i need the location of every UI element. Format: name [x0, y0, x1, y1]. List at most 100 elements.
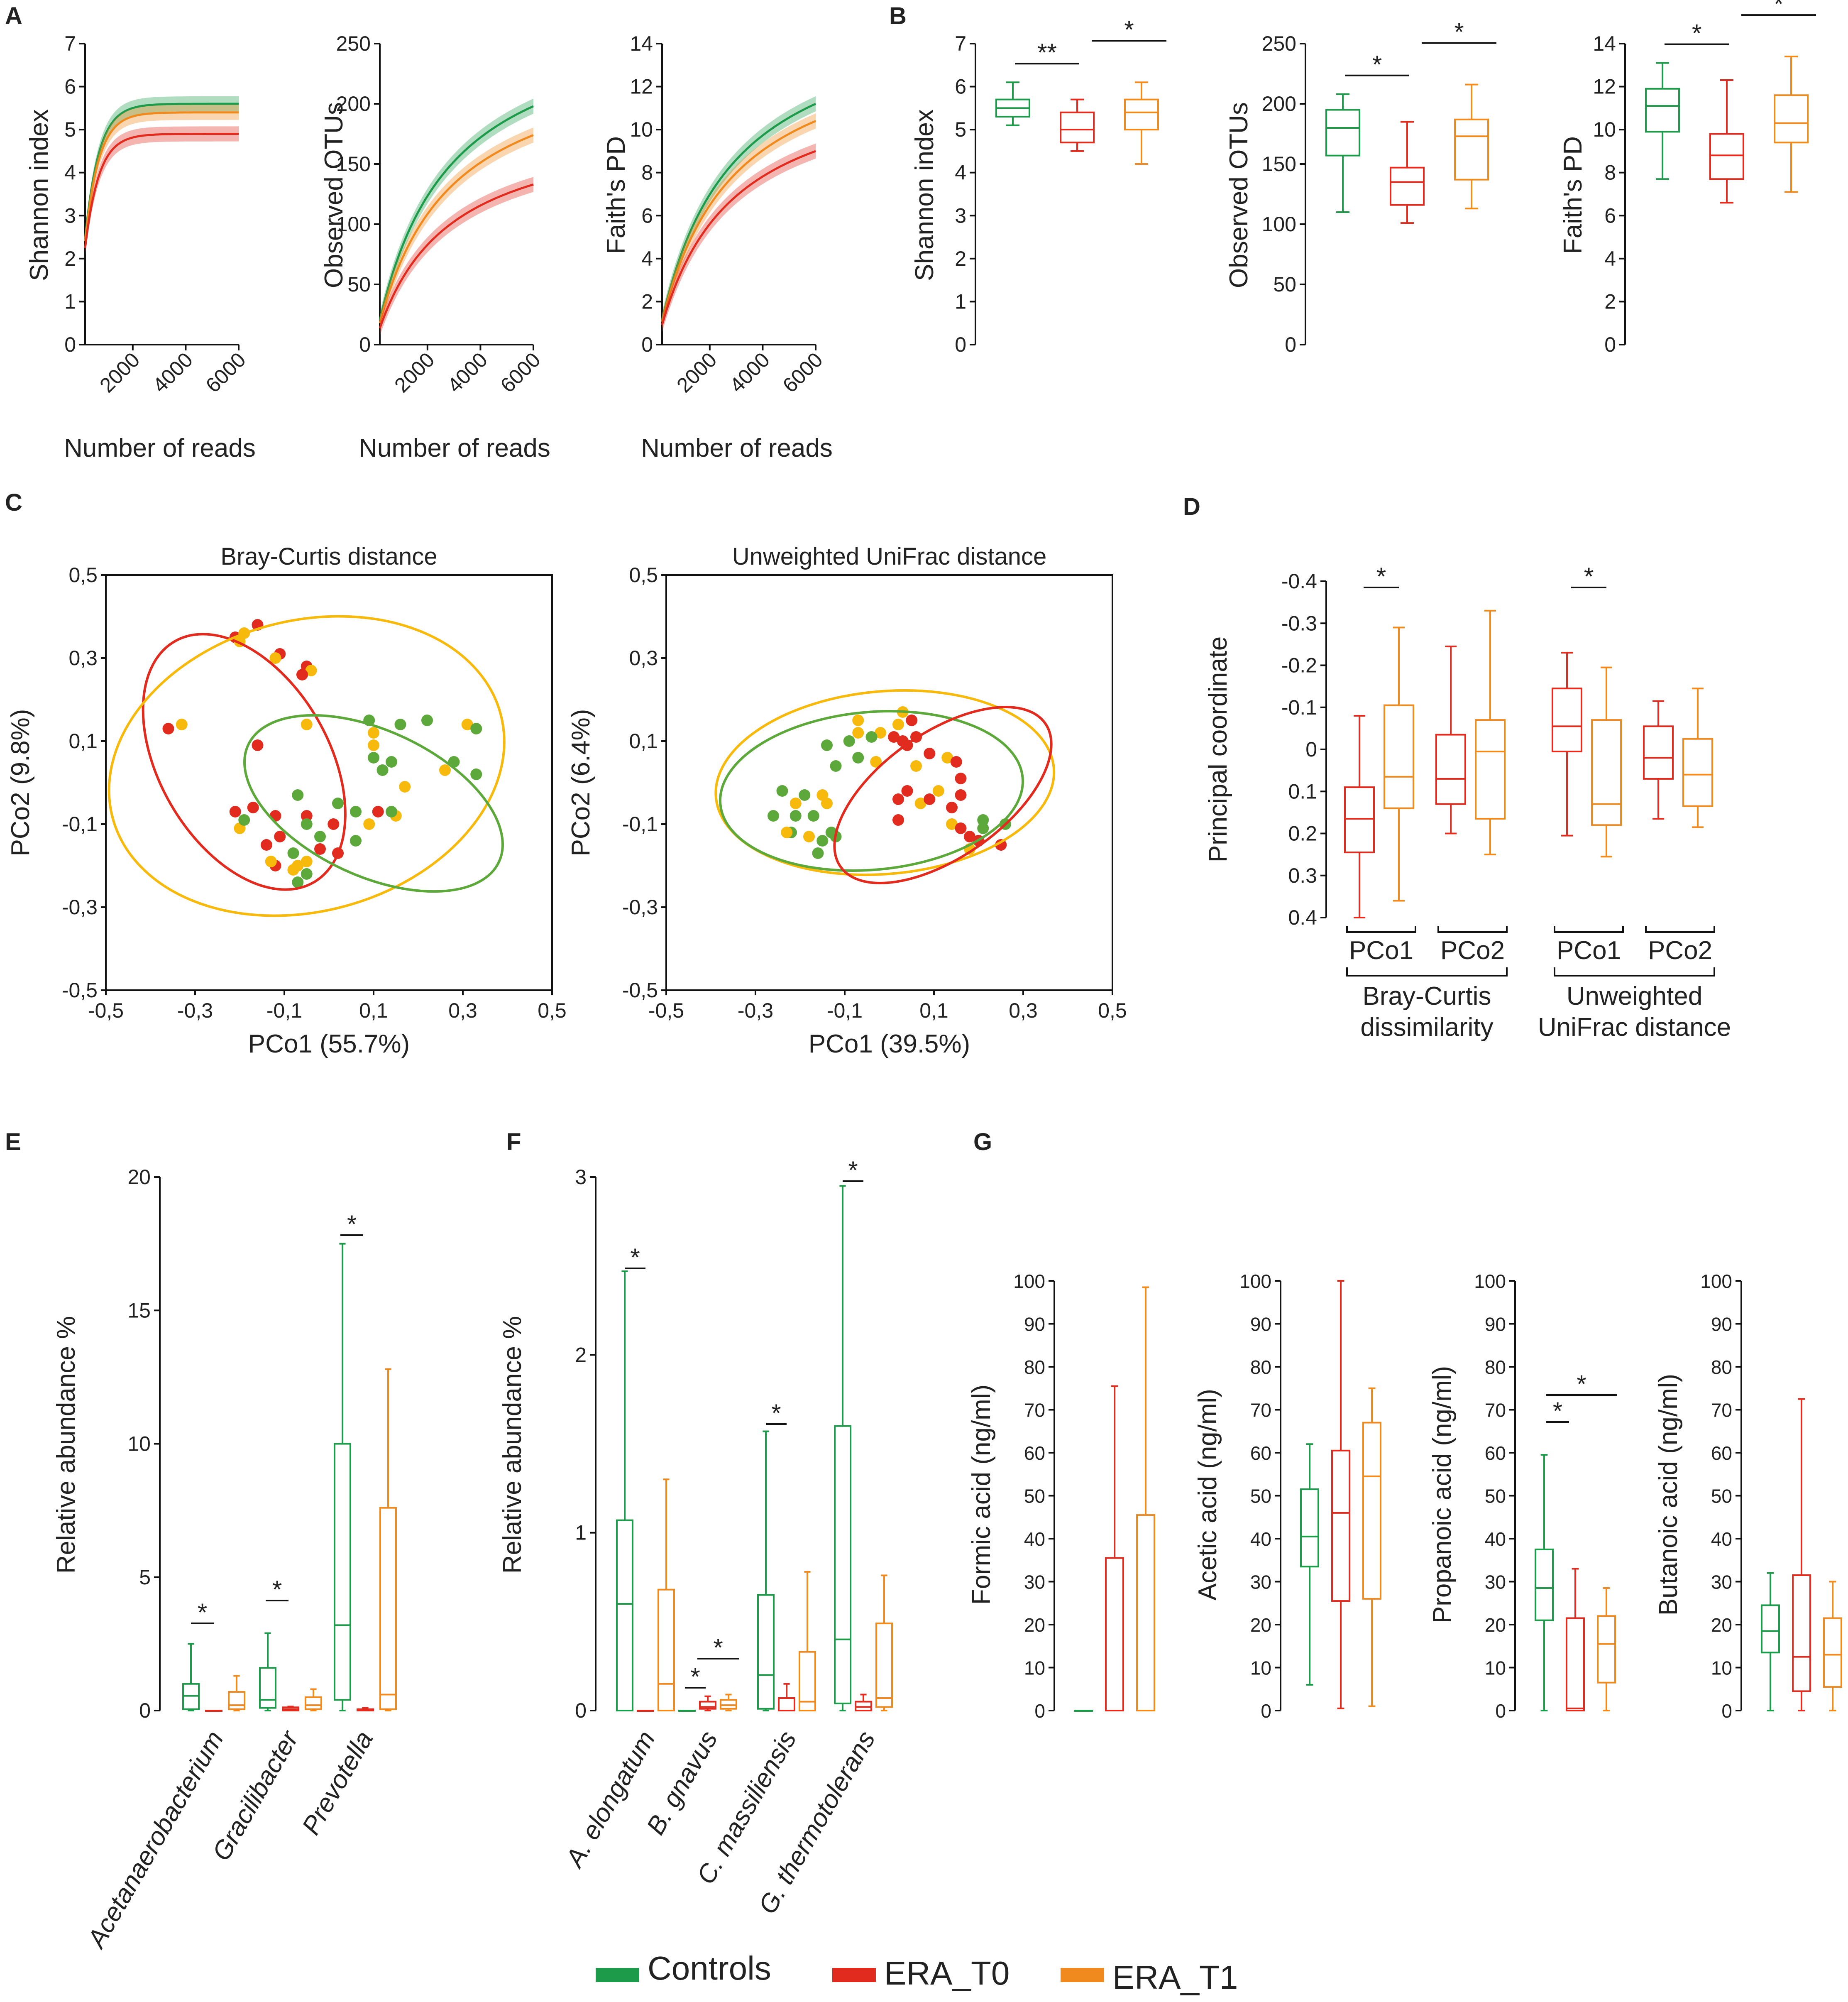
- x-tick-label: 2000: [672, 348, 721, 397]
- y-tick-label: 6: [955, 75, 966, 98]
- y-tick-label: 30: [1711, 1571, 1732, 1593]
- x-axis-title: Number of reads: [641, 434, 833, 463]
- point-era_t0: [924, 793, 936, 805]
- y-tick-label: 7: [64, 32, 76, 55]
- y-tick-label: 70: [1250, 1400, 1271, 1421]
- y-axis-title: PCo2 (9.8%): [6, 709, 35, 857]
- box-iqr: [1060, 111, 1095, 144]
- y-tick-label: 0: [641, 333, 653, 356]
- box-controls: [1535, 1454, 1554, 1711]
- box-controls: [757, 1430, 775, 1711]
- box-iqr: [1591, 719, 1622, 826]
- y-tick-label: 70: [1485, 1400, 1506, 1421]
- point-era_t0: [995, 839, 1007, 851]
- sig-star-t0-vs-t1: *: [1454, 18, 1464, 46]
- panel-label-e: E: [5, 1128, 21, 1155]
- point-era_t0: [274, 831, 286, 842]
- point-era_t0: [892, 793, 904, 805]
- point-era_t0: [261, 839, 272, 851]
- y-tick-label: 0: [1261, 1700, 1271, 1722]
- y-axis-title: Shannon index: [910, 109, 939, 281]
- y-tick-label: 50: [1711, 1486, 1732, 1507]
- point-era_t1: [363, 818, 375, 830]
- point-era_t1: [301, 856, 313, 867]
- box-iqr: [1475, 719, 1506, 820]
- point-era_t0: [950, 756, 962, 768]
- category-label: UniFrac distance: [1538, 1013, 1731, 1042]
- box-era_t1: [1597, 1587, 1616, 1711]
- box-controls: [1645, 62, 1680, 180]
- y-tick-label: 6: [1604, 204, 1616, 227]
- point-controls: [768, 810, 779, 822]
- sig-star-c-massiliensis: *: [771, 1399, 781, 1427]
- y-tick-label: 20: [1024, 1614, 1045, 1636]
- box-era_t1: [379, 1368, 397, 1711]
- y-tick-label: 40: [1250, 1528, 1271, 1550]
- box-iqr: [1643, 725, 1674, 780]
- point-controls: [799, 789, 811, 801]
- y-tick-label: 200: [336, 92, 371, 115]
- box-controls: [1761, 1572, 1780, 1711]
- y-tick-label: 1: [955, 290, 966, 313]
- point-controls: [421, 715, 433, 726]
- point-era_t1: [781, 827, 793, 838]
- y-tick-label: 70: [1024, 1400, 1045, 1421]
- point-controls: [292, 789, 304, 801]
- box-era_t1: [875, 1574, 893, 1711]
- x-tick-label: 0,1: [919, 999, 948, 1022]
- point-era_t0: [955, 773, 967, 784]
- box-iqr: [1566, 1617, 1585, 1712]
- box-iqr: [259, 1667, 276, 1709]
- y-tick-label: 30: [1024, 1571, 1045, 1593]
- y-tick-label: 0.1: [1288, 780, 1317, 803]
- x-axis-title: PCo1 (55.7%): [248, 1030, 410, 1058]
- ellipse-controls: [243, 714, 504, 893]
- y-tick-label: 90: [1024, 1314, 1045, 1335]
- group-bracket: [1645, 926, 1715, 933]
- box-iqr: [1761, 1604, 1780, 1654]
- x-tick-label: 6000: [496, 348, 545, 397]
- y-tick-label: 4: [641, 247, 653, 270]
- legend-label-era-t1: ERA_T1: [1112, 1959, 1238, 1996]
- x-tick-label: 2000: [390, 348, 439, 397]
- box-era_t1: [1774, 56, 1809, 193]
- y-tick-label: 40: [1485, 1528, 1506, 1550]
- point-controls: [301, 868, 313, 880]
- point-era_t0: [247, 802, 259, 813]
- point-controls: [386, 806, 397, 817]
- y-tick-label: 5: [64, 118, 76, 141]
- box-iqr: [834, 1425, 851, 1704]
- y-tick-label: -0,3: [622, 896, 658, 919]
- point-era_t1: [892, 719, 904, 730]
- y-axis-title: PCo2 (6.4%): [567, 709, 595, 857]
- box-iqr: [1124, 98, 1159, 131]
- y-tick-label: 70: [1711, 1400, 1732, 1421]
- point-controls: [376, 764, 389, 776]
- curve-band-era_t1: [85, 105, 239, 249]
- sig-star-a-elongatum: *: [630, 1243, 640, 1271]
- y-tick-label: 0.3: [1288, 864, 1317, 887]
- box-iqr: [1535, 1548, 1554, 1621]
- pc-box-d: 0.4 0.3 0.2 0.1 0 -0.1 -0.2 -0.3 -0.4 Principal c…: [1204, 563, 1731, 1042]
- panel-label-f: F: [506, 1128, 521, 1155]
- point-controls: [821, 739, 833, 751]
- box-era_t0: [778, 1683, 795, 1711]
- y-tick-label: 15: [127, 1299, 151, 1322]
- category-label: Acetanaerobacterium: [81, 1726, 229, 1954]
- legend-label-era-t0: ERA_T0: [884, 1955, 1010, 1992]
- box-iqr: [1774, 94, 1809, 144]
- point-controls: [314, 831, 326, 842]
- point-controls: [368, 752, 379, 764]
- y-tick-label: -0.4: [1281, 570, 1317, 593]
- panel-label-g: G: [973, 1128, 992, 1155]
- y-tick-label: 20: [127, 1165, 151, 1189]
- point-era_t1: [399, 781, 411, 793]
- box-era_t1: [1823, 1581, 1842, 1711]
- panel-label-b: B: [889, 2, 907, 29]
- point-controls: [292, 876, 304, 888]
- y-tick-label: 0,1: [629, 729, 658, 753]
- box-iqr: [334, 1443, 351, 1701]
- y-tick-label: 40: [1711, 1528, 1732, 1550]
- y-tick-label: 4: [64, 161, 76, 184]
